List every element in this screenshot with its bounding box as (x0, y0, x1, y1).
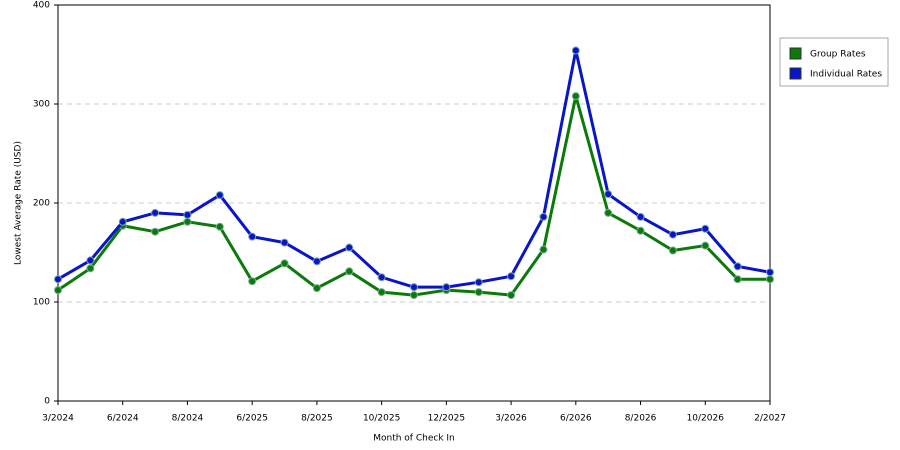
x-tick-label: 12/2025 (428, 414, 465, 424)
data-point (604, 190, 613, 199)
y-tick-label: 300 (33, 100, 50, 110)
data-point (701, 224, 710, 233)
data-point (215, 191, 224, 200)
x-tick-label: 6/2026 (560, 414, 592, 424)
data-point (183, 217, 192, 226)
data-point (474, 288, 483, 297)
legend-swatch (789, 47, 802, 60)
data-point (280, 259, 289, 268)
data-point (118, 217, 127, 226)
data-point (766, 268, 774, 277)
data-point (410, 283, 418, 292)
x-tick-label: 10/2025 (363, 414, 400, 424)
legend-swatch (789, 67, 802, 80)
y-tick-label: 200 (33, 199, 50, 209)
data-point (312, 257, 321, 266)
data-point (410, 291, 418, 300)
y-tick-label: 400 (33, 1, 50, 11)
x-tick-label: 8/2024 (172, 414, 204, 424)
x-axis-label: Month of Check In (373, 434, 455, 444)
data-point (377, 288, 386, 297)
data-point (86, 256, 95, 265)
data-point (474, 278, 483, 287)
data-point (668, 230, 677, 239)
data-point (86, 264, 95, 273)
x-tick-label: 6/2024 (107, 414, 139, 424)
data-point (701, 241, 710, 250)
series-line (57, 49, 771, 289)
data-point (442, 283, 451, 292)
data-point (248, 232, 257, 241)
y-tick-label: 0 (44, 397, 50, 407)
data-point (345, 267, 354, 276)
data-point (377, 273, 386, 282)
series-line (57, 94, 770, 297)
data-point (507, 272, 516, 281)
data-point (54, 286, 62, 295)
data-point (539, 245, 548, 254)
data-point (668, 246, 677, 255)
data-point (733, 262, 742, 271)
x-tick-label: 8/2026 (625, 414, 657, 424)
data-point (151, 208, 160, 217)
data-point (636, 212, 645, 221)
data-point (604, 208, 613, 217)
data-point (280, 238, 289, 247)
x-tick-label: 10/2026 (687, 414, 725, 424)
x-tick-label: 3/2026 (495, 414, 527, 424)
data-point (54, 275, 62, 284)
data-point (766, 275, 774, 284)
data-point (571, 92, 580, 101)
data-point (345, 243, 354, 252)
data-point (183, 210, 192, 219)
data-point (636, 226, 645, 235)
x-tick-label: 3/2024 (42, 414, 74, 424)
y-tick-label: 100 (33, 298, 50, 308)
data-point (539, 212, 548, 221)
plot-frame (57, 4, 771, 402)
y-axis-label: Lowest Average Rate (USD) (14, 141, 24, 265)
data-point (215, 222, 224, 231)
x-tick-label: 2/2027 (754, 414, 786, 424)
data-point (312, 284, 321, 293)
legend-label: Group Rates (810, 50, 866, 60)
data-point (733, 275, 742, 284)
data-point (507, 291, 516, 300)
x-tick-label: 6/2025 (236, 414, 268, 424)
x-tick-label: 8/2025 (301, 414, 333, 424)
data-point (571, 46, 580, 55)
legend-label: Individual Rates (810, 70, 882, 80)
data-point (248, 277, 257, 286)
data-point (151, 227, 160, 236)
